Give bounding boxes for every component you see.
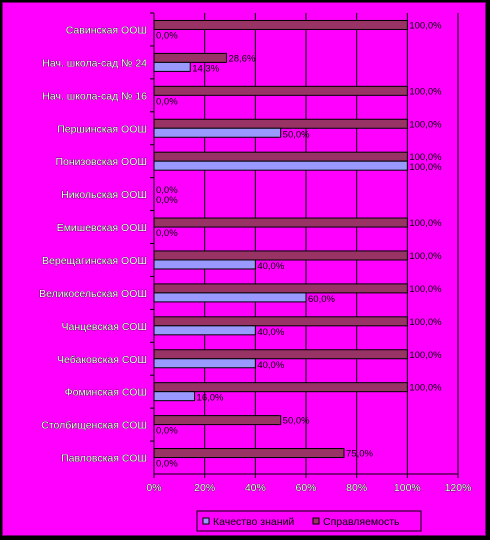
bar-chart: 0% 20% 40% 60% 80% 100% 120% Савинская ООШ 100,0… (39, 12, 472, 532)
bar-spravlyaemost (153, 415, 282, 426)
category-label: Першинская ООШ (57, 123, 147, 135)
data-label-spravlyaemost: 100,0% (409, 251, 442, 262)
category-label: Великосельская ООШ (39, 288, 147, 300)
category-label: Никольская ООШ (61, 189, 147, 201)
chart-area: 0% 20% 40% 60% 80% 100% 120% Савинская ООШ 100,0… (2, 2, 486, 536)
data-label-spravlyaemost: 50,0% (283, 416, 310, 427)
data-label-kachestvo: 40,0% (257, 327, 284, 338)
bar-kachestvo (153, 358, 256, 369)
bar-spravlyaemost (153, 448, 345, 459)
bar-kachestvo (153, 292, 307, 303)
data-label-spravlyaemost: 100,0% (409, 86, 442, 97)
data-label-kachestvo: 0,0% (156, 195, 178, 206)
data-label-spravlyaemost: 100,0% (409, 350, 442, 361)
data-label-kachestvo: 0,0% (156, 426, 178, 437)
data-label-kachestvo: 40,0% (257, 360, 284, 371)
bar-spravlyaemost (153, 52, 227, 63)
data-label-kachestvo: 0,0% (156, 228, 178, 239)
data-label-spravlyaemost: 100,0% (409, 383, 442, 394)
data-label-kachestvo: 50,0% (283, 129, 310, 140)
category-label: Фоминская СОШ (65, 387, 147, 399)
bar-spravlyaemost (153, 118, 408, 129)
data-label-kachestvo: 40,0% (257, 261, 284, 272)
category-label: Павловская СОШ (61, 453, 147, 465)
data-label-spravlyaemost: 0,0% (156, 185, 178, 196)
category-label: Верещагинская ООШ (42, 255, 147, 267)
data-label-kachestvo: 0,0% (156, 96, 178, 107)
bar-spravlyaemost (153, 316, 408, 327)
x-tick-label: 80% (346, 482, 367, 494)
data-label-spravlyaemost: 100,0% (409, 218, 442, 229)
legend (196, 510, 422, 532)
x-tick-label: 60% (295, 482, 316, 494)
data-label-spravlyaemost: 75,0% (346, 449, 373, 460)
category-label: Понизовская ООШ (55, 156, 147, 168)
category-label: Чанцевская СОШ (62, 321, 148, 333)
data-label-kachestvo: 0,0% (156, 459, 178, 470)
x-tick-label: 100% (394, 482, 421, 494)
x-tick-label: 0% (146, 482, 161, 494)
x-tick-label: 40% (245, 482, 266, 494)
bar-kachestvo (153, 325, 256, 336)
bar-spravlyaemost (153, 151, 408, 162)
category-label: Нач. школа-сад № 16 (42, 90, 147, 102)
bar-spravlyaemost (153, 19, 408, 30)
category-label: Нач. школа-сад № 24 (42, 57, 147, 69)
bar-spravlyaemost (153, 382, 408, 393)
bar-kachestvo (153, 259, 256, 270)
data-label-spravlyaemost: 100,0% (409, 152, 442, 163)
legend-swatch-kachestvo (202, 517, 210, 525)
x-tick-label: 120% (445, 482, 472, 494)
category-label: Чебаковская СОШ (57, 354, 147, 366)
bar-kachestvo (153, 61, 191, 72)
bar-spravlyaemost (153, 349, 408, 360)
bar-spravlyaemost (153, 283, 408, 294)
data-label-spravlyaemost: 100,0% (409, 317, 442, 328)
data-label-spravlyaemost: 100,0% (409, 20, 442, 31)
data-label-kachestvo: 100,0% (409, 162, 442, 173)
data-label-kachestvo: 60,0% (308, 294, 335, 305)
legend-swatch-spravlyaemost (312, 517, 320, 525)
data-label-kachestvo: 14,3% (192, 63, 219, 74)
category-label: Емишевская ООШ (57, 222, 147, 234)
bar-kachestvo (153, 160, 408, 171)
x-tick-label: 20% (194, 482, 215, 494)
category-label: Столбищенская СОШ (41, 420, 147, 432)
data-label-kachestvo: 16,0% (197, 393, 224, 404)
bar-spravlyaemost (153, 217, 408, 228)
data-label-spravlyaemost: 100,0% (409, 284, 442, 295)
data-label-spravlyaemost: 28,6% (228, 53, 255, 64)
data-label-spravlyaemost: 100,0% (409, 119, 442, 130)
bar-spravlyaemost (153, 85, 408, 96)
bar-spravlyaemost (153, 250, 408, 261)
bar-kachestvo (153, 391, 196, 402)
category-label: Савинская ООШ (66, 24, 147, 36)
legend-label-kachestvo: Качество знаний (213, 516, 294, 528)
bar-kachestvo (153, 127, 282, 138)
data-label-kachestvo: 0,0% (156, 30, 178, 41)
legend-label-spravlyaemost: Справляемость (323, 516, 400, 528)
